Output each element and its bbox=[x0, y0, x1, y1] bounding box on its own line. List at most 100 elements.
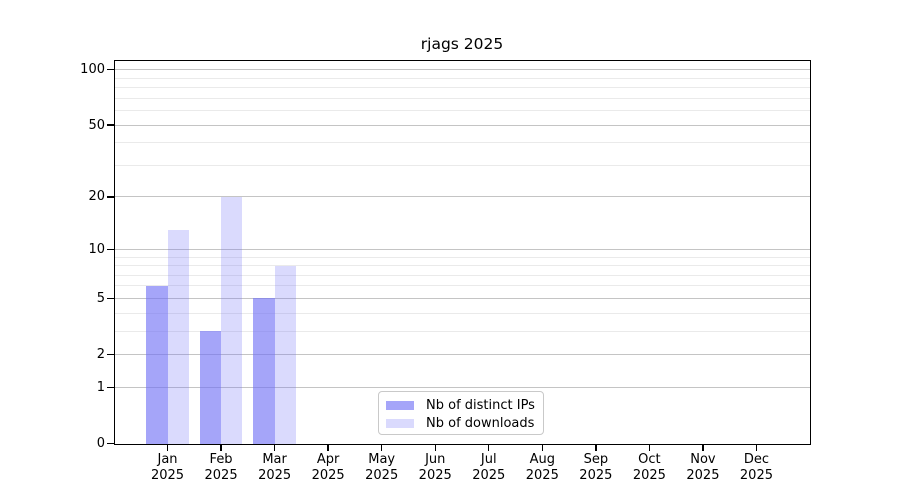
x-tick-nov bbox=[702, 443, 704, 451]
x-tick-label-oct: Oct 2025 bbox=[621, 452, 677, 483]
gridline-major bbox=[114, 297, 810, 299]
y-tick-label-1: 1 bbox=[96, 379, 105, 395]
spine-top bbox=[114, 60, 812, 62]
y-tick-50 bbox=[107, 124, 114, 126]
x-tick-label-year: 2025 bbox=[632, 467, 666, 483]
y-tick-label-0: 0 bbox=[96, 436, 105, 451]
legend-item-downloads: Nb of downloads bbox=[386, 415, 543, 432]
bar-jan-distinct-ips bbox=[146, 285, 168, 444]
x-tick-jan bbox=[166, 443, 169, 451]
y-tick-20 bbox=[107, 196, 114, 198]
x-tick-label-year: 2025 bbox=[311, 467, 345, 483]
x-tick-label-jan: Jan 2025 bbox=[140, 452, 196, 483]
x-tick-label-month: May bbox=[368, 452, 396, 467]
spine-left bbox=[114, 60, 116, 445]
gridline-minor bbox=[114, 110, 810, 112]
y-tick-5 bbox=[107, 297, 114, 300]
y-tick-10 bbox=[107, 248, 114, 251]
gridline-major bbox=[114, 354, 810, 356]
bar-jan-downloads bbox=[167, 229, 189, 444]
gridline-major bbox=[114, 386, 810, 388]
gridline-major bbox=[114, 124, 810, 126]
x-tick-dec bbox=[755, 443, 758, 451]
x-tick-label-year: 2025 bbox=[686, 467, 720, 483]
gridline-major bbox=[114, 69, 810, 71]
plot-area bbox=[114, 60, 810, 444]
gridline-minor bbox=[114, 256, 810, 258]
y-tick-2 bbox=[107, 353, 114, 356]
gridline-minor bbox=[114, 97, 810, 99]
gridline-minor bbox=[114, 274, 810, 276]
x-tick-aug bbox=[541, 443, 543, 451]
legend-swatch-downloads bbox=[386, 418, 414, 429]
spine-bottom bbox=[114, 443, 812, 445]
bar-mar-downloads bbox=[274, 265, 297, 444]
x-tick-label-year: 2025 bbox=[204, 467, 238, 483]
x-tick-label-year: 2025 bbox=[579, 467, 613, 483]
y-tick-1 bbox=[107, 386, 114, 389]
x-tick-label-year: 2025 bbox=[418, 467, 452, 483]
gridline-minor bbox=[114, 164, 810, 166]
x-tick-oct bbox=[648, 443, 651, 451]
x-tick-label-month: Oct bbox=[638, 452, 661, 467]
legend: Nb of distinct IPs Nb of downloads bbox=[378, 391, 544, 435]
gridline-major bbox=[114, 196, 810, 198]
gridline-minor bbox=[114, 77, 810, 79]
y-tick-label-2: 2 bbox=[96, 347, 105, 363]
x-tick-label-month: Aug bbox=[529, 452, 555, 467]
x-tick-label-feb: Feb 2025 bbox=[193, 452, 249, 483]
x-tick-jun bbox=[434, 443, 436, 451]
x-tick-label-month: Nov bbox=[690, 452, 716, 467]
gridline-major bbox=[114, 248, 810, 250]
gridline-minor bbox=[114, 330, 810, 332]
gridline-minor bbox=[114, 87, 810, 89]
gridline-minor bbox=[114, 312, 810, 314]
x-tick-label-month: Jan bbox=[157, 452, 178, 467]
y-tick-label-5: 5 bbox=[96, 290, 105, 306]
x-tick-label-year: 2025 bbox=[739, 467, 773, 483]
x-tick-label-month: Mar bbox=[262, 452, 287, 467]
y-tick-label-10: 10 bbox=[88, 241, 105, 257]
x-tick-label-apr: Apr 2025 bbox=[300, 452, 356, 483]
x-tick-feb bbox=[220, 443, 222, 451]
x-tick-label-may: May 2025 bbox=[354, 452, 410, 483]
x-tick-label-year: 2025 bbox=[258, 467, 292, 483]
x-tick-sep bbox=[595, 443, 597, 451]
legend-label-distinct-ips: Nb of distinct IPs bbox=[426, 398, 535, 413]
gridline-minor bbox=[114, 265, 810, 267]
x-tick-label-jun: Jun 2025 bbox=[407, 452, 463, 483]
x-tick-label-month: Feb bbox=[209, 452, 233, 467]
x-tick-label-jul: Jul 2025 bbox=[461, 452, 517, 483]
y-tick-0 bbox=[107, 442, 114, 445]
spine-right bbox=[810, 60, 812, 445]
x-tick-label-dec: Dec 2025 bbox=[728, 452, 784, 483]
x-tick-label-month: Sep bbox=[583, 452, 609, 467]
x-tick-label-year: 2025 bbox=[150, 467, 185, 483]
x-tick-label-mar: Mar 2025 bbox=[247, 452, 303, 483]
bar-feb-downloads bbox=[221, 196, 243, 444]
x-tick-apr bbox=[327, 443, 329, 451]
legend-item-distinct-ips: Nb of distinct IPs bbox=[386, 397, 543, 414]
x-tick-label-year: 2025 bbox=[365, 467, 399, 483]
y-tick-label-50: 50 bbox=[88, 117, 105, 133]
chart-title: rjags 2025 bbox=[420, 35, 504, 53]
y-tick-label-100: 100 bbox=[80, 62, 105, 78]
y-tick-label-20: 20 bbox=[88, 189, 105, 205]
gridline-minor bbox=[114, 285, 810, 287]
x-tick-label-sep: Sep 2025 bbox=[568, 452, 624, 483]
gridline-minor bbox=[114, 142, 810, 144]
x-tick-label-month: Dec bbox=[743, 452, 770, 467]
x-tick-mar bbox=[273, 443, 276, 451]
x-tick-label-year: 2025 bbox=[525, 467, 559, 483]
bar-mar-distinct-ips bbox=[253, 298, 275, 444]
x-tick-label-month: Apr bbox=[316, 452, 340, 467]
x-tick-may bbox=[380, 443, 383, 451]
x-tick-label-nov: Nov 2025 bbox=[675, 452, 731, 483]
x-tick-label-month: Jul bbox=[480, 452, 497, 467]
y-tick-100 bbox=[107, 69, 114, 71]
legend-swatch-distinct-ips bbox=[386, 400, 414, 411]
x-tick-label-year: 2025 bbox=[472, 467, 506, 483]
x-tick-label-aug: Aug 2025 bbox=[514, 452, 570, 483]
x-tick-label-month: Jun bbox=[425, 452, 446, 467]
bar-feb-distinct-ips bbox=[199, 331, 222, 444]
